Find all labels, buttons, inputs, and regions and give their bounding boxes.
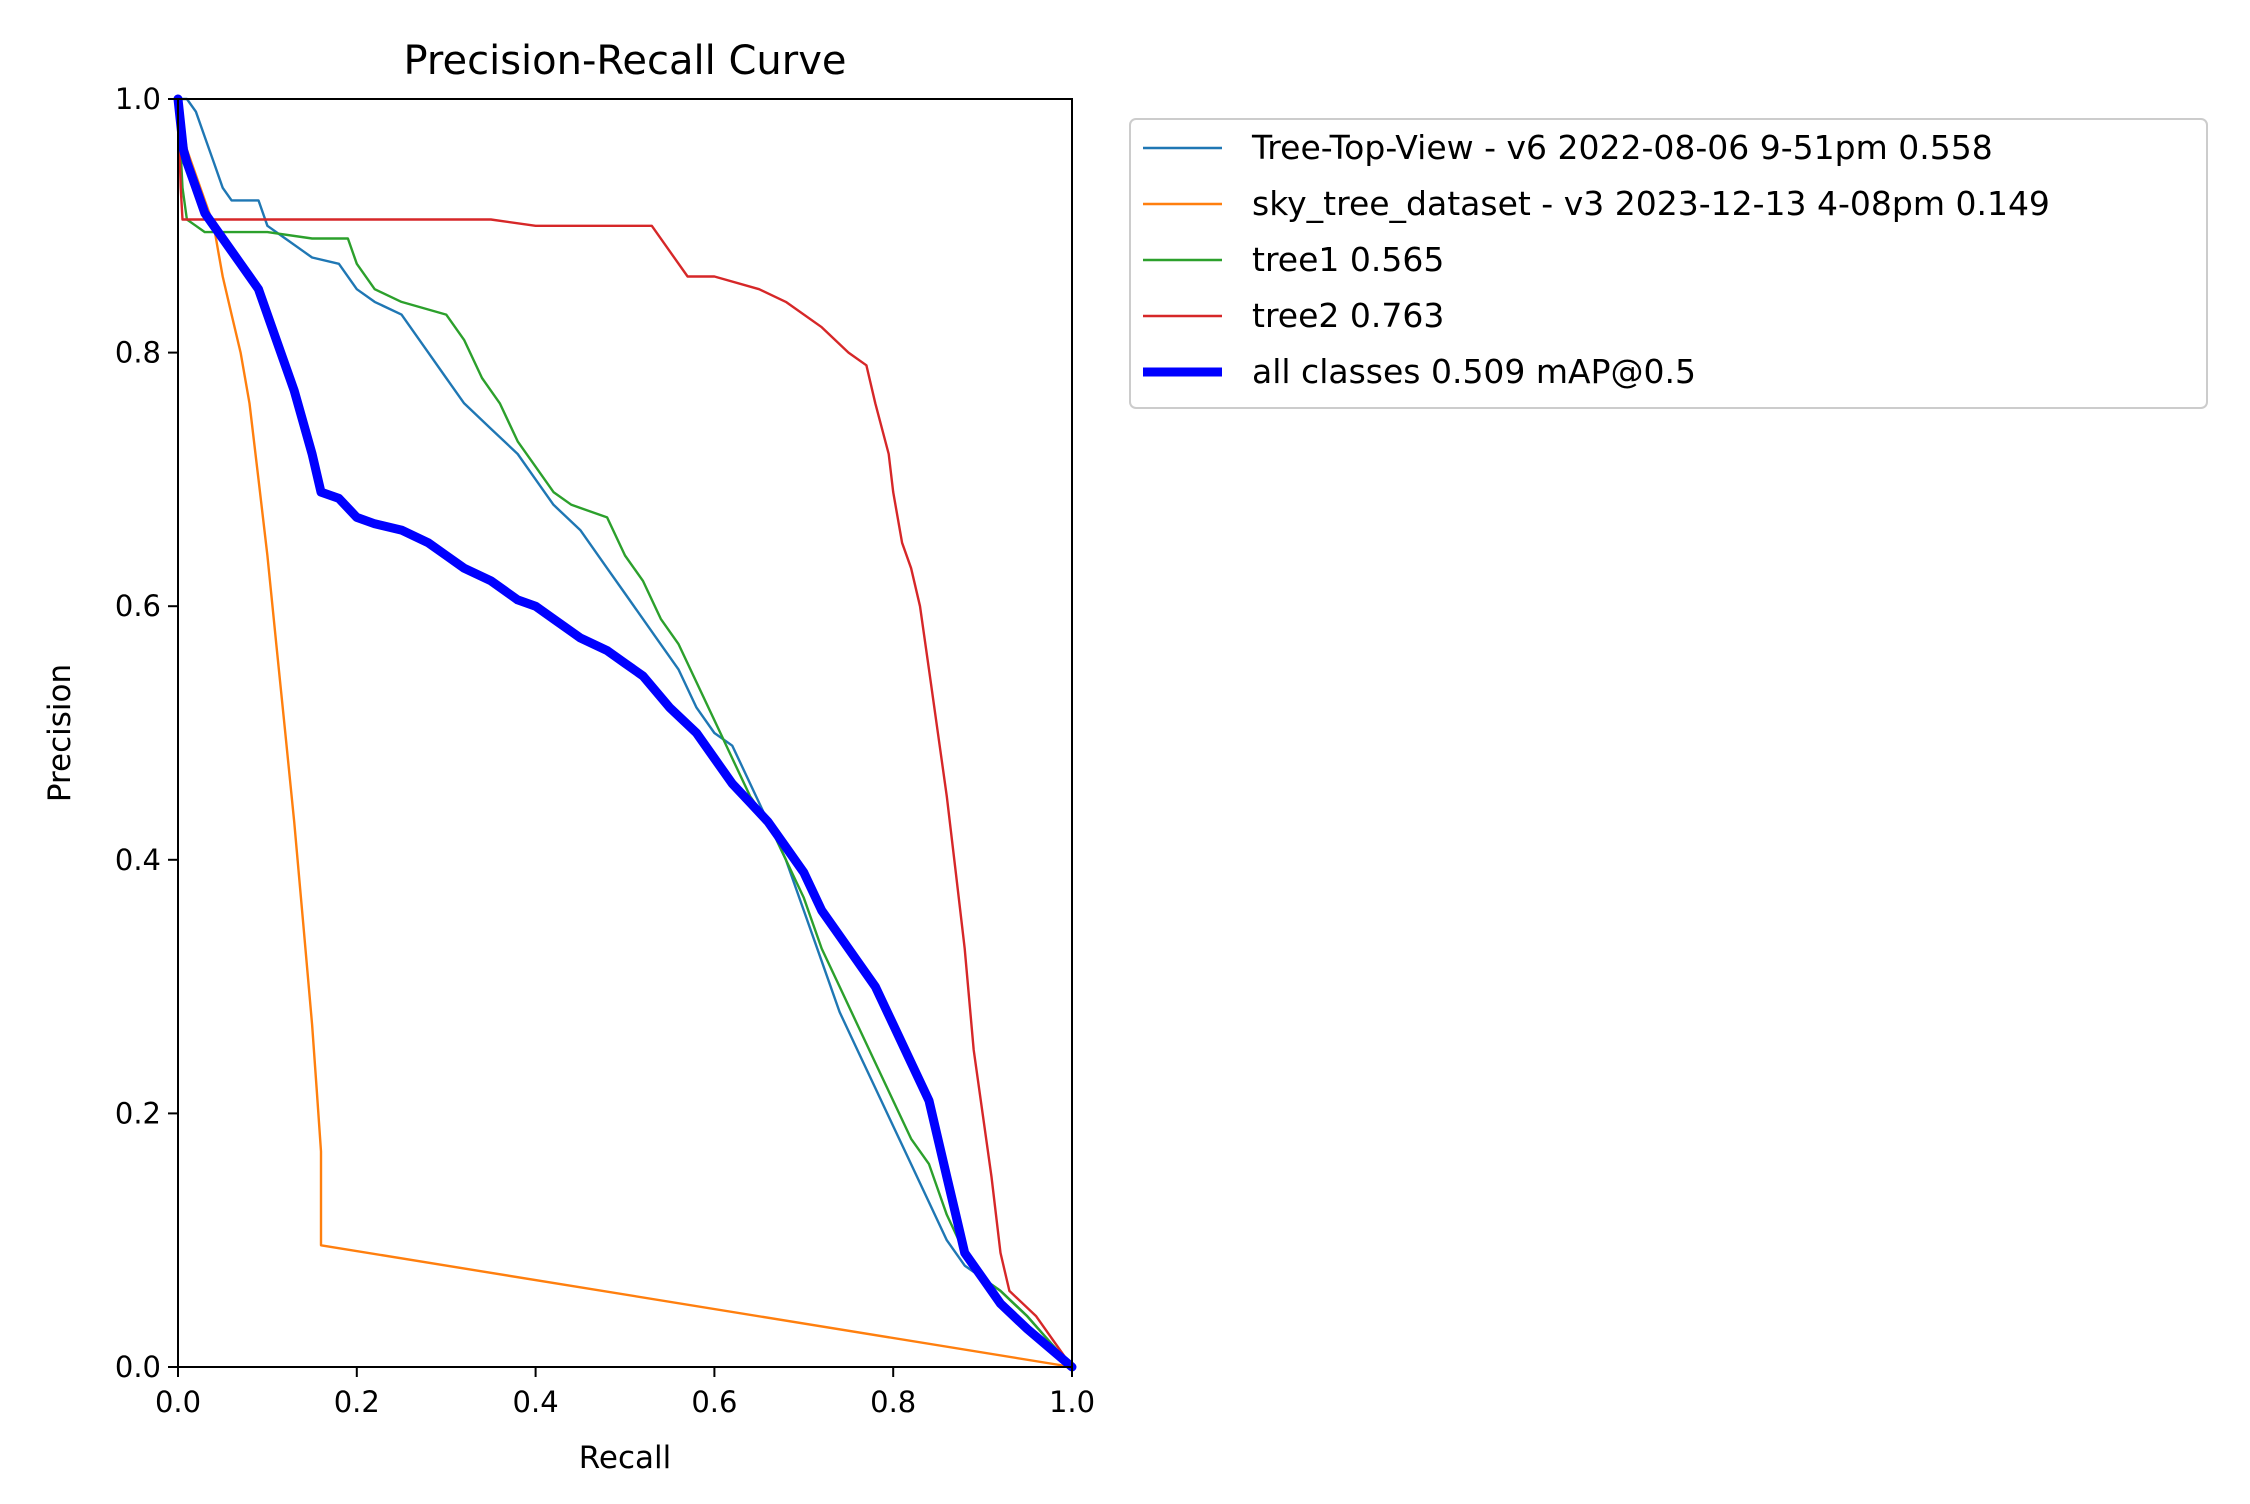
x-tick-label: 0.2	[334, 1385, 380, 1419]
series-line-4	[173, 94, 1077, 1372]
x-axis-label: Recall	[579, 1440, 672, 1476]
legend-label-1: sky_tree_dataset - v3 2023-12-13 4-08pm …	[1252, 184, 2050, 223]
y-tick-label: 0.4	[115, 843, 161, 877]
y-tick-label: 1.0	[115, 82, 161, 116]
x-tick-label: 0.0	[155, 1385, 201, 1419]
x-axis-ticks: 0.0 0.2 0.4 0.6 0.8 1.0	[155, 1367, 1095, 1419]
x-tick-label: 0.6	[691, 1385, 737, 1419]
y-tick-label: 0.6	[115, 589, 161, 623]
plot-frame	[177, 98, 1073, 1368]
y-tick-label: 0.2	[115, 1096, 161, 1130]
x-tick-label: 0.4	[513, 1385, 559, 1419]
series-line-2	[176, 97, 1074, 1369]
y-tick-label: 0.0	[115, 1350, 161, 1384]
y-axis-label: Precision	[42, 664, 78, 802]
series-line-3	[176, 97, 1074, 1369]
legend-label-3: tree2 0.763	[1252, 296, 1444, 335]
legend: Tree-Top-View - v6 2022-08-06 9-51pm 0.5…	[1129, 118, 2208, 409]
series-layer	[173, 94, 1077, 1372]
chart-title: Precision-Recall Curve	[404, 38, 847, 84]
x-tick-label: 1.0	[1049, 1385, 1095, 1419]
y-axis-ticks: 0.0 0.2 0.4 0.6 0.8 1.0	[115, 82, 178, 1384]
legend-frame	[1129, 118, 2208, 409]
legend-items: Tree-Top-View - v6 2022-08-06 9-51pm 0.5…	[1143, 128, 2050, 391]
y-tick-label: 0.8	[115, 336, 161, 370]
series-line-0	[176, 97, 1074, 1369]
legend-label-4: all classes 0.509 mAP@0.5	[1252, 352, 1696, 391]
legend-label-2: tree1 0.565	[1252, 240, 1444, 279]
legend-label-0: Tree-Top-View - v6 2022-08-06 9-51pm 0.5…	[1251, 128, 1993, 167]
x-tick-label: 0.8	[870, 1385, 916, 1419]
